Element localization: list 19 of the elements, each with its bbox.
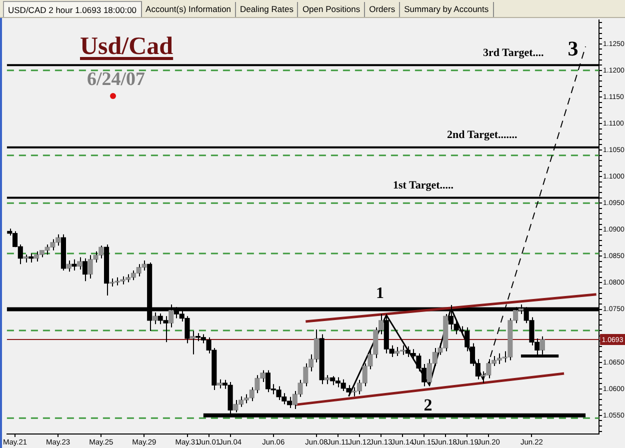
- candlestick: [72, 258, 77, 272]
- text: Usd/Cad: [80, 33, 174, 60]
- ref-line-label: 3rd Target....: [483, 46, 544, 59]
- text: 6/24/07: [87, 69, 146, 90]
- ref-line-label: 1st Target.....: [393, 180, 454, 192]
- tab: Orders: [365, 2, 400, 17]
- annotation: 3: [568, 36, 578, 60]
- candlestick: [82, 258, 88, 282]
- annotation: 1: [376, 285, 384, 302]
- ref-line-label: 2nd Target.......: [447, 129, 518, 142]
- candlestick: [60, 234, 66, 272]
- tab: Dealing Rates: [236, 2, 298, 17]
- tab: Summary by Accounts: [400, 2, 494, 17]
- tab: Account(s) Information: [142, 2, 236, 17]
- candlestick: [319, 334, 324, 385]
- annotation: 2: [424, 396, 432, 414]
- tab: USD/CAD 2 hour 1.0693 18:00:00: [3, 1, 142, 17]
- tab: Open Positions: [298, 2, 366, 17]
- candlestick: [104, 244, 110, 296]
